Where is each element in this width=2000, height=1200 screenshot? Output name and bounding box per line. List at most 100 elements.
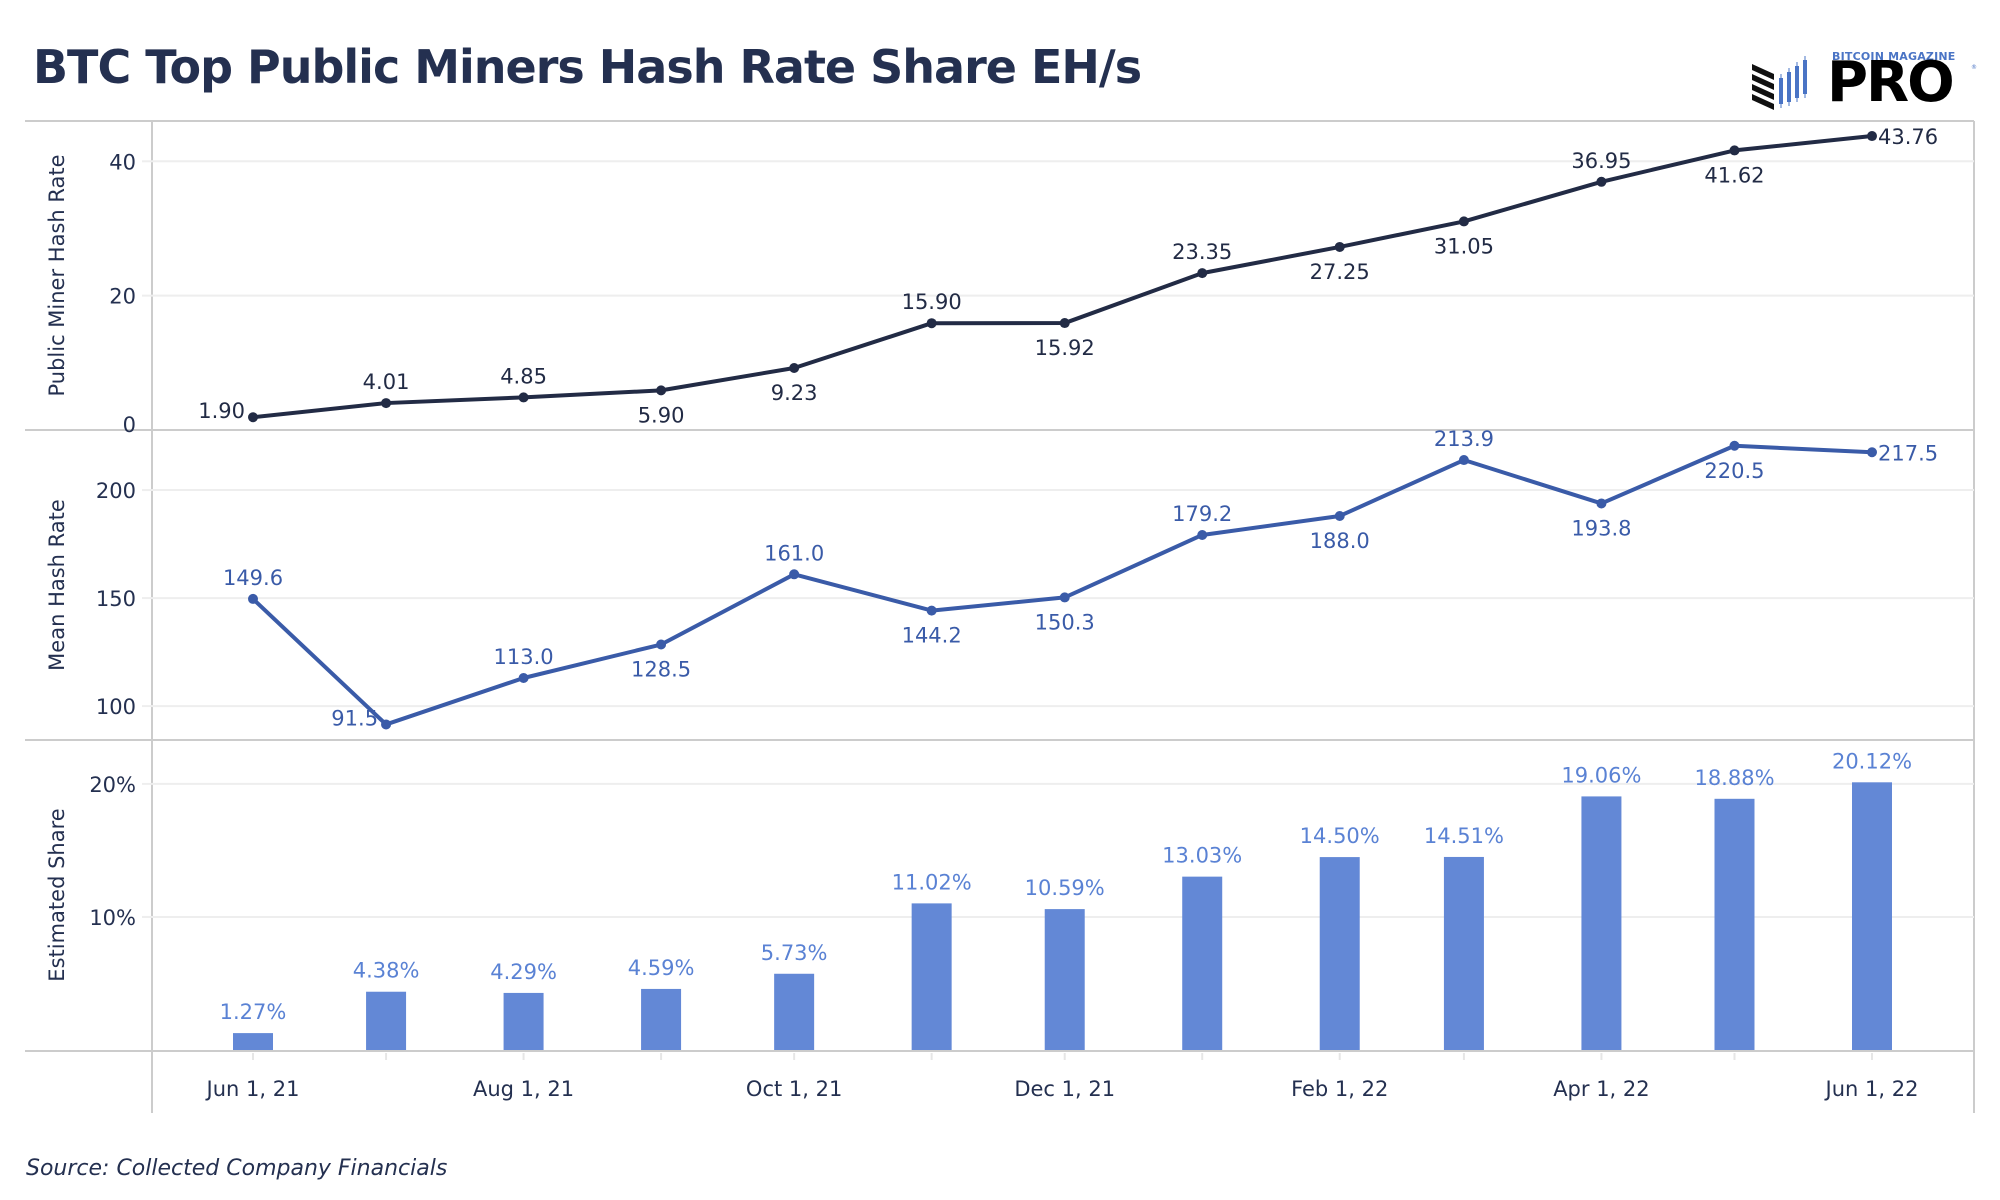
bar	[1852, 782, 1892, 1050]
data-point	[1059, 592, 1070, 603]
data-point	[789, 569, 800, 580]
data-point	[1334, 510, 1345, 521]
y-tick-label: 150	[96, 587, 136, 611]
data-label: 1.90	[198, 399, 245, 423]
bar	[1044, 909, 1085, 1050]
logo-bars-icon	[1752, 56, 1807, 110]
bar-label: 1.27%	[220, 1000, 287, 1024]
data-point	[518, 673, 529, 683]
data-label: 128.5	[631, 658, 691, 682]
data-label: 220.5	[1704, 459, 1764, 483]
data-point	[1059, 318, 1070, 329]
y-axis-title: Public Miner Hash Rate	[45, 154, 69, 396]
data-point	[926, 605, 937, 616]
y-tick-label: 20%	[89, 773, 136, 797]
panel-2: 100 150 200 Mean Hash Rate 149.6 91.5 113.0 128…	[45, 427, 1974, 730]
data-point	[518, 392, 529, 403]
data-label: 41.62	[1704, 163, 1764, 187]
bar-label: 5.73%	[761, 941, 828, 965]
bar-label: 4.38%	[353, 959, 420, 983]
data-point	[1596, 176, 1607, 187]
data-label: 43.76	[1878, 125, 1938, 149]
bar	[1581, 796, 1622, 1050]
data-point	[381, 719, 392, 730]
data-label: 9.23	[771, 381, 818, 405]
data-label: 36.95	[1571, 149, 1631, 173]
bitcoin-magazine-pro-logo: BITCOIN MAGAZINE PRO ®	[1752, 50, 1977, 112]
data-point	[1197, 529, 1208, 540]
data-point	[789, 362, 800, 373]
data-label: 27.25	[1310, 260, 1370, 284]
y-tick-label: 40	[109, 150, 136, 174]
source-note: Source: Collected Company Financials	[26, 1156, 448, 1181]
bar	[1182, 876, 1223, 1050]
data-label: 144.2	[902, 624, 962, 648]
data-label: 4.85	[500, 364, 547, 388]
logo-brand-text: BITCOIN MAGAZINE	[1832, 50, 1956, 63]
bar-label: 19.06%	[1561, 763, 1641, 787]
data-point	[1458, 216, 1469, 227]
panel-1: 0 20 40 Public Miner Hash Rate 1.90 4.01 4.85 5…	[45, 125, 1974, 437]
data-point	[1197, 268, 1208, 279]
data-label: 149.6	[223, 566, 283, 590]
bar	[366, 991, 407, 1050]
x-tick-label: Oct 1, 21	[746, 1077, 842, 1101]
bar	[774, 973, 815, 1050]
y-tick-label: 100	[96, 695, 136, 719]
data-point	[656, 639, 667, 650]
data-point	[248, 593, 258, 604]
data-point	[656, 385, 667, 396]
y-tick-label: 20	[109, 285, 136, 309]
y-tick-label: 0	[123, 413, 136, 437]
panel-3: 10% 20% Estimated Share 1.27% 4.38% 4.29% 4.59…	[45, 749, 1974, 1101]
data-label: 4.01	[363, 370, 410, 394]
bar-label: 20.12%	[1832, 749, 1912, 773]
data-label: 179.2	[1172, 502, 1232, 526]
y-axis-title: Mean Hash Rate	[45, 499, 69, 671]
data-point	[1867, 131, 1877, 142]
data-point	[381, 398, 392, 409]
bar	[1319, 857, 1360, 1050]
data-label: 15.92	[1035, 336, 1095, 360]
data-label: 150.3	[1035, 610, 1095, 634]
data-label: 5.90	[638, 403, 685, 427]
bar	[641, 988, 682, 1050]
x-tick-label: Jun 1, 22	[1824, 1077, 1919, 1101]
x-tick-label: Jun 1, 21	[205, 1077, 300, 1101]
y-axis-title: Estimated Share	[45, 808, 69, 981]
data-point	[248, 412, 258, 423]
series-line	[251, 443, 1873, 727]
bar	[1714, 798, 1755, 1050]
data-label: 213.9	[1434, 427, 1494, 451]
data-point	[926, 318, 937, 329]
x-tick-label: Aug 1, 21	[473, 1077, 574, 1101]
bar-label: 13.03%	[1162, 844, 1242, 868]
x-tick-label: Apr 1, 22	[1553, 1077, 1649, 1101]
data-point	[1596, 498, 1607, 509]
data-point	[1867, 447, 1877, 458]
bar-label: 18.88%	[1694, 766, 1774, 790]
data-label: 113.0	[494, 645, 554, 669]
data-label: 31.05	[1434, 234, 1494, 258]
data-point	[1729, 145, 1740, 156]
bar	[233, 1033, 273, 1050]
x-tick-label: Dec 1, 21	[1014, 1077, 1115, 1101]
data-point	[1729, 440, 1740, 451]
registered-mark: ®	[1971, 64, 1977, 71]
data-label: 23.35	[1172, 240, 1232, 264]
data-label: 193.8	[1571, 516, 1631, 540]
data-label: 91.5	[331, 706, 378, 730]
bar-label: 14.51%	[1424, 824, 1504, 848]
bar-label: 11.02%	[892, 870, 972, 894]
bar-label: 10.59%	[1025, 876, 1105, 900]
bar	[911, 903, 952, 1050]
data-label: 15.90	[902, 290, 962, 314]
bar	[503, 992, 544, 1050]
bar-label: 4.29%	[490, 960, 557, 984]
data-point	[1334, 241, 1345, 252]
x-tick-label: Feb 1, 22	[1291, 1077, 1388, 1101]
bar-label: 14.50%	[1300, 824, 1380, 848]
data-label: 188.0	[1310, 529, 1370, 553]
y-tick-label: 10%	[89, 906, 136, 930]
